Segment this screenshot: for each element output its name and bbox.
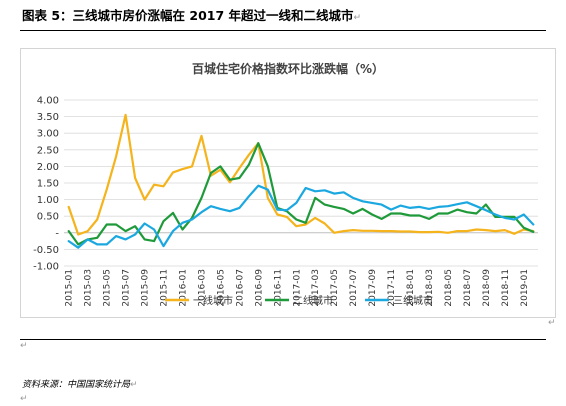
x-tick-label: 2016-05 xyxy=(216,269,226,307)
x-tick-label: 2017-03 xyxy=(311,269,321,307)
source-note: 资料来源：中国国家统计局↵ xyxy=(22,377,138,390)
y-tick-label: -1.00 xyxy=(33,262,59,273)
series-line xyxy=(67,142,535,246)
figure-caption-text: 图表 5：三线城市房价涨幅在 2017 年超过一线和二线城市 xyxy=(22,8,354,23)
figure-caption: 图表 5：三线城市房价涨幅在 2017 年超过一线和二线城市↵ xyxy=(22,5,361,24)
x-tick-label: 2016-11 xyxy=(273,269,283,307)
x-tick-label: 2015-01 xyxy=(65,269,75,307)
y-tick-label: 0.50 xyxy=(37,212,59,223)
legend-label: 二线城市 xyxy=(293,294,333,307)
x-tick-label: 2015-05 xyxy=(103,269,113,307)
series-line xyxy=(67,113,535,236)
y-tick-label: - xyxy=(55,228,59,239)
line-chart: 百城住宅价格指数环比涨跌幅（%） 4.00 3.50 3.00 2.50 2.00 1.5… xyxy=(20,48,556,318)
y-tick-label: 1.50 xyxy=(37,179,59,190)
caption-rule xyxy=(20,30,546,31)
x-tick-label: 2016-07 xyxy=(235,269,245,307)
x-tick-label: 2017-11 xyxy=(387,269,397,307)
x-tick-label: 2015-09 xyxy=(141,269,151,307)
paragraph-return-mark: ↵ xyxy=(548,318,556,328)
y-tick-label: 1.00 xyxy=(37,195,59,206)
section-rule xyxy=(20,339,546,340)
x-tick-label: 2016-09 xyxy=(254,269,264,307)
paragraph-return-mark: ↵ xyxy=(20,341,28,351)
x-tick-label: 2015-11 xyxy=(160,269,170,307)
y-tick-label: 3.00 xyxy=(37,129,59,140)
x-tick-label: 2018-03 xyxy=(425,269,435,307)
chart-title: 百城住宅价格指数环比涨跌幅（%） xyxy=(192,61,384,76)
chart-legend: 一线城市 二线城市 三线城市 xyxy=(165,294,433,307)
x-tick-label: 2018-07 xyxy=(463,269,473,307)
series-lines xyxy=(67,113,535,249)
legend-label: 一线城市 xyxy=(193,294,233,307)
x-tick-label: 2017-01 xyxy=(292,269,302,307)
chart-frame: 百城住宅价格指数环比涨跌幅（%） 4.00 3.50 3.00 2.50 2.00 1.5… xyxy=(20,48,556,318)
x-tick-label: 2018-05 xyxy=(444,269,454,307)
y-axis: 4.00 3.50 3.00 2.50 2.00 1.50 1.00 0.50 - -0.50 -1… xyxy=(33,96,59,273)
x-tick-label: 2018-11 xyxy=(501,269,511,307)
x-tick-label: 2017-09 xyxy=(368,269,378,307)
y-tick-label: 2.00 xyxy=(37,162,59,173)
paragraph-return-mark: ↵ xyxy=(353,13,362,23)
y-tick-label: -0.50 xyxy=(33,245,59,256)
x-tick-label: 2016-01 xyxy=(179,269,189,307)
x-axis: 2015-01 2015-03 2015-05 2015-07 2015-09 2015-… xyxy=(64,232,538,307)
y-tick-label: 2.50 xyxy=(37,145,59,156)
paragraph-return-mark: ↵ xyxy=(130,380,138,390)
series-line xyxy=(67,184,535,249)
x-tick-label: 2018-01 xyxy=(406,269,416,307)
legend-label: 三线城市 xyxy=(393,294,433,307)
x-tick-label: 2017-05 xyxy=(330,269,340,307)
x-tick-label: 2018-09 xyxy=(482,269,492,307)
y-tick-label: 3.50 xyxy=(37,112,59,123)
y-gridlines xyxy=(64,99,538,267)
x-tick-label: 2016-03 xyxy=(197,269,207,307)
y-tick-label: 4.00 xyxy=(37,96,59,107)
x-tick-label: 2015-03 xyxy=(84,269,94,307)
x-tick-label: 2019-01 xyxy=(520,269,530,307)
x-tick-label: 2015-07 xyxy=(122,269,132,307)
x-tick-label: 2017-07 xyxy=(349,269,359,307)
paragraph-return-mark: ↵ xyxy=(20,394,28,404)
source-text: 资料来源：中国国家统计局 xyxy=(22,380,131,390)
